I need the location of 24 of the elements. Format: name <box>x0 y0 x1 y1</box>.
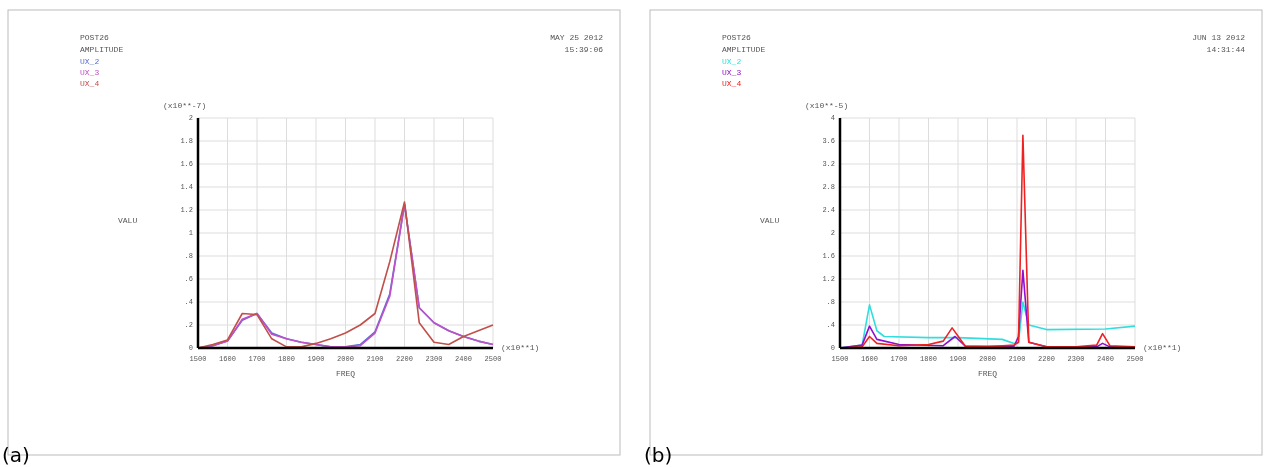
text: (b) <box>644 443 673 467</box>
text: UX_4 <box>722 79 742 88</box>
x-axis-title: FREQ <box>335 369 356 378</box>
text: UX_2 <box>722 57 742 66</box>
text: UX_4 <box>80 79 100 88</box>
text: POST26 <box>722 33 751 42</box>
text: (x10**-5) <box>805 101 849 110</box>
x-axis-title: FREQ <box>977 369 998 378</box>
text: 15:39:06 <box>564 45 604 54</box>
text: UX_2 <box>80 57 100 66</box>
text: JUN 13 2012 <box>1192 33 1246 42</box>
y-axis-title: VALU <box>118 216 138 225</box>
y-axis-title: VALU <box>760 216 780 225</box>
text: AMPLITUDE <box>722 45 766 54</box>
text: AMPLITUDE <box>80 45 124 54</box>
text: (x10**1) <box>501 343 540 352</box>
text: MAY 25 2012 <box>550 33 604 42</box>
text: (a) <box>2 443 30 467</box>
text: UX_3 <box>722 68 742 77</box>
text: POST26 <box>80 33 109 42</box>
text: UX_3 <box>80 68 100 77</box>
text: 14:31:44 <box>1206 45 1246 54</box>
text: (x10**-7) <box>163 101 207 110</box>
text: (x10**1) <box>1143 343 1182 352</box>
